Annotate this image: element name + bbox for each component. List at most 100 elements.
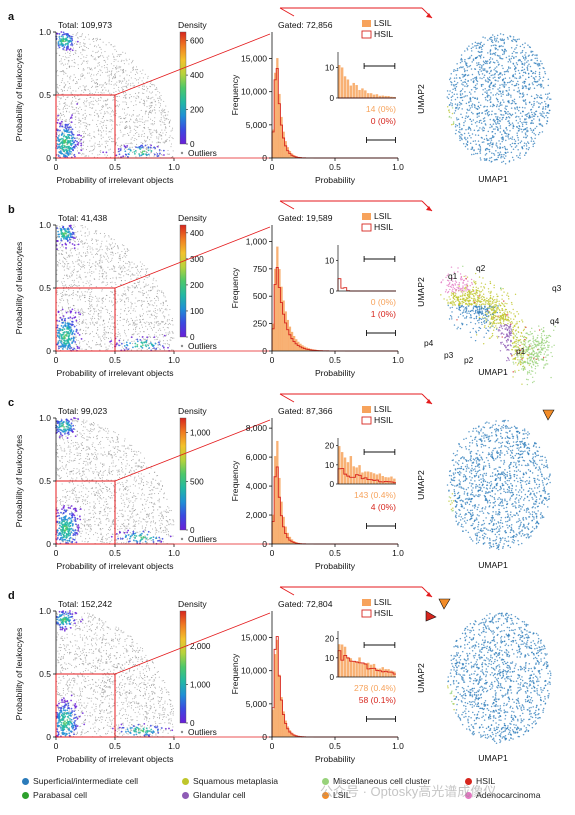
scatter-point <box>88 124 90 126</box>
scatter-point <box>145 120 147 122</box>
umap-point <box>524 100 526 102</box>
umap-point <box>504 110 506 113</box>
scatter-point <box>83 45 85 47</box>
umap-point <box>477 134 480 137</box>
scatter-point <box>122 324 124 327</box>
scatter-point <box>124 333 126 335</box>
scatter-point <box>78 322 80 324</box>
scatter-point <box>92 50 94 52</box>
scatter-point <box>73 346 75 348</box>
scatter-point <box>136 139 138 141</box>
umap-point <box>488 67 491 69</box>
umap-point <box>482 89 484 91</box>
umap-point <box>490 141 492 144</box>
umap-point <box>537 65 540 67</box>
scatter-point <box>79 241 82 243</box>
umap-point <box>499 147 501 150</box>
umap-point <box>446 90 449 92</box>
umap-point <box>466 48 469 51</box>
umap-point <box>531 116 533 118</box>
scatter-point <box>104 140 106 142</box>
umap-point <box>515 51 517 54</box>
scatter-point <box>124 304 126 306</box>
scatter-point <box>150 152 152 154</box>
scatter-point <box>72 290 74 292</box>
scatter-point <box>104 61 107 63</box>
umap-point <box>485 147 488 150</box>
scatter-point <box>158 138 160 140</box>
hist-bar-lsil <box>280 116 283 158</box>
scatter-point <box>74 241 76 243</box>
scatter-point <box>131 143 133 145</box>
umap-point <box>506 148 508 151</box>
scatter-point <box>62 246 64 248</box>
scatter-point <box>122 90 124 92</box>
umap-point <box>518 96 521 98</box>
umap-point <box>514 84 517 87</box>
scatter-point <box>121 266 123 268</box>
density-point <box>120 342 123 345</box>
scatter-point <box>102 124 104 126</box>
umap-point <box>481 128 483 130</box>
scatter-point <box>140 291 142 293</box>
scatter-point <box>133 134 135 136</box>
umap-point <box>480 67 483 69</box>
scatter-point <box>136 131 138 134</box>
density-point <box>68 241 71 244</box>
scatter-point <box>159 309 161 311</box>
scatter-point <box>60 310 62 312</box>
umap-point <box>521 96 524 98</box>
scatter-point <box>85 239 87 241</box>
density-point <box>73 137 76 140</box>
umap-point <box>480 85 483 88</box>
scatter-point <box>168 331 170 333</box>
umap-point <box>466 140 469 142</box>
scatter-point <box>56 86 59 88</box>
scatter-point <box>107 58 109 60</box>
umap-point <box>528 112 530 114</box>
umap-point <box>499 84 501 86</box>
scatter-point <box>89 90 91 92</box>
scatter-point <box>172 332 174 334</box>
scatter-point <box>101 260 103 262</box>
scatter-point <box>140 271 142 273</box>
umap-point <box>524 107 526 109</box>
density-point <box>76 140 78 143</box>
umap-point <box>533 104 535 106</box>
umap-point <box>474 122 477 124</box>
scatter-point <box>147 135 149 138</box>
umap-point <box>484 159 486 162</box>
scatter-point <box>142 338 144 340</box>
density-point <box>59 129 61 132</box>
scatter-point <box>121 88 124 90</box>
scatter-point <box>128 269 130 271</box>
density-point <box>57 230 60 233</box>
density-point <box>62 33 65 36</box>
umap-point <box>495 44 497 47</box>
density-point <box>71 44 74 46</box>
scatter-point <box>138 336 141 338</box>
scatter-point <box>148 112 150 114</box>
density-point <box>66 348 69 350</box>
scatter-point <box>93 278 95 280</box>
scatter-point <box>149 85 151 87</box>
umap-point <box>511 156 514 159</box>
scatter-point <box>113 114 115 116</box>
scatter-point <box>73 112 75 114</box>
density-point <box>66 141 69 144</box>
scatter-point <box>117 60 119 62</box>
umap-point <box>495 47 498 50</box>
scatter-point <box>102 324 104 326</box>
scatter-point <box>103 236 105 238</box>
scatter-point <box>96 263 98 265</box>
scatter-point <box>137 79 139 81</box>
hist-bar-lsil <box>274 72 277 158</box>
umap-point <box>484 91 486 93</box>
scatter-point <box>155 151 158 154</box>
scatter-point <box>136 121 138 123</box>
density-point <box>67 331 70 333</box>
scatter-point <box>104 343 106 345</box>
umap-point <box>496 37 498 40</box>
scatter-point <box>157 336 159 338</box>
scatter-point <box>105 284 107 286</box>
